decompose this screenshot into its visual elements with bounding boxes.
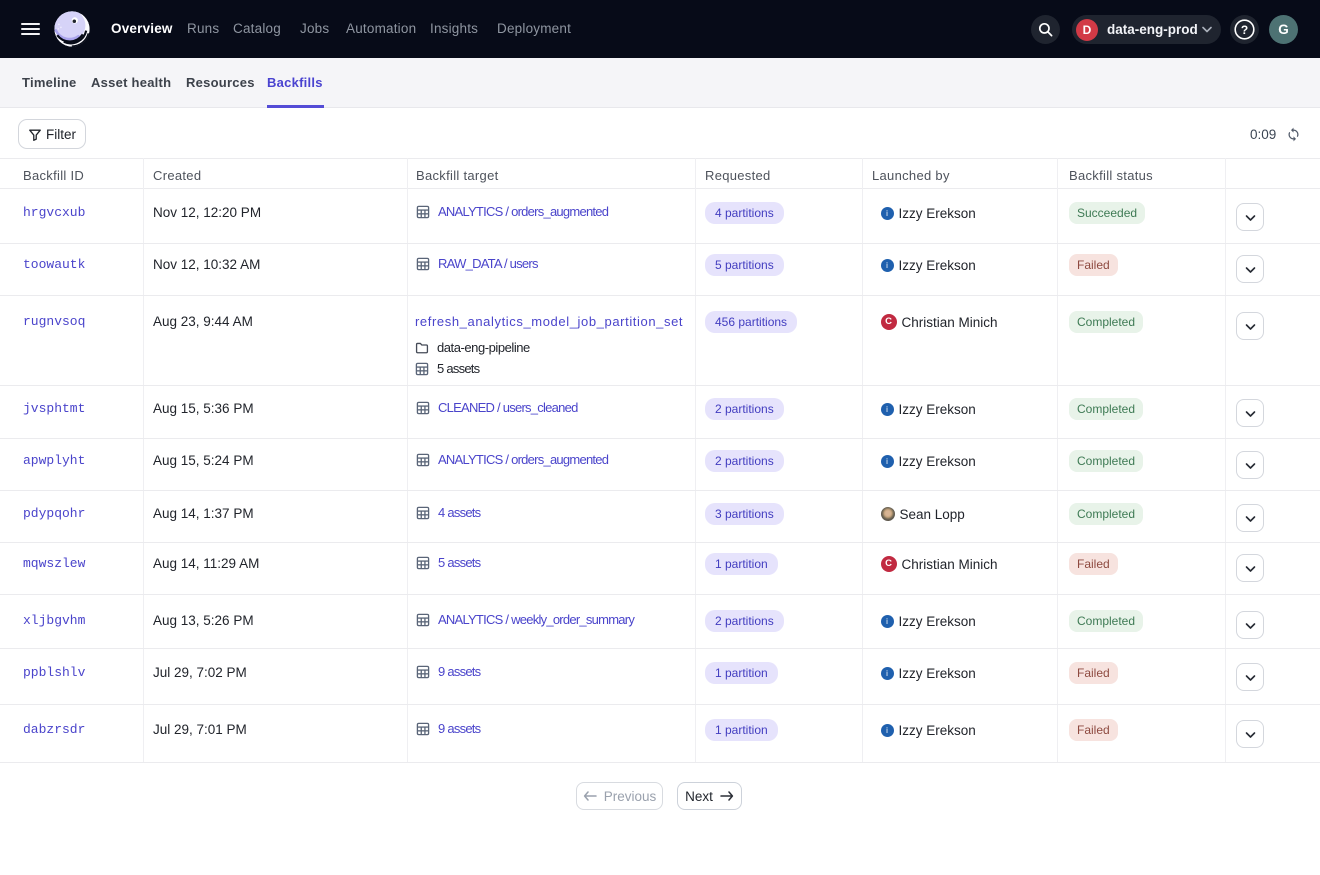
svg-text:?: ? (1241, 23, 1248, 37)
